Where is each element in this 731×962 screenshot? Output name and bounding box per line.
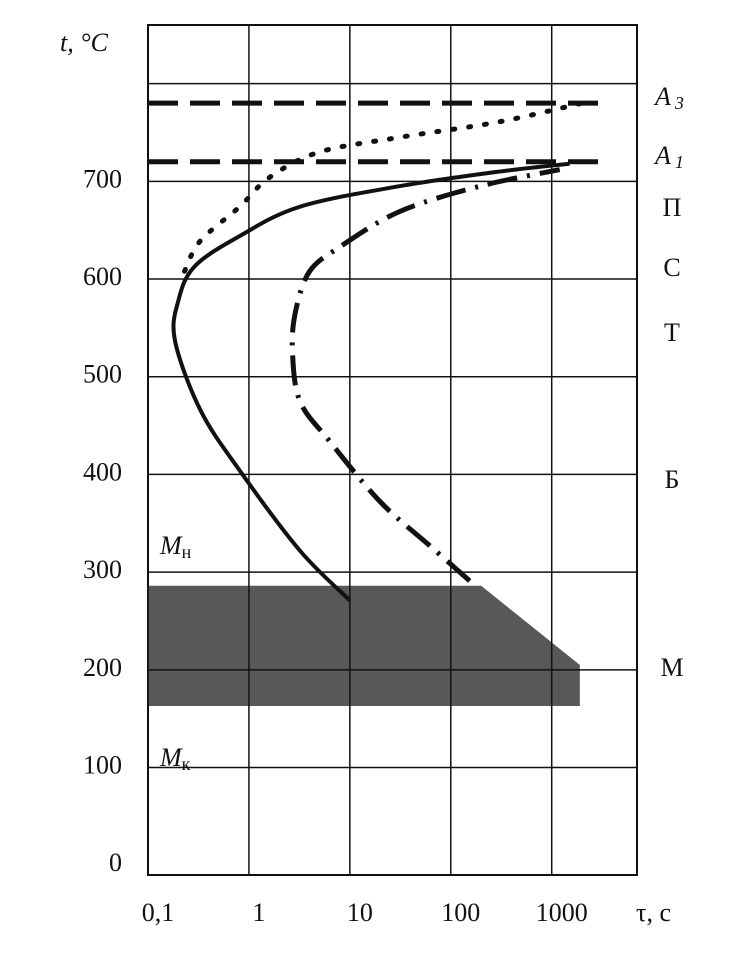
martensite-label: Mн (159, 531, 192, 562)
martensite-label-text: M (159, 743, 183, 772)
x-tick-label: 1 (252, 898, 265, 927)
phase-label: Т (664, 318, 680, 347)
x-tick-label: 10 (347, 898, 373, 927)
martensite-label-sub: к (182, 754, 191, 774)
line-label-text: A (653, 141, 671, 170)
phase-label: П (663, 193, 682, 222)
phase-label: Б (665, 465, 680, 494)
transformation-curve (289, 167, 561, 583)
y-tick-label: 600 (83, 262, 122, 291)
martensite-region (148, 585, 580, 706)
y-tick-label: 0 (109, 848, 122, 877)
y-axis-label: t, °C (60, 28, 109, 57)
line-label-text: A (653, 82, 671, 111)
x-axis-label: τ, с (636, 898, 671, 927)
line-label-sub: 3 (674, 93, 684, 113)
martensite-label: Mк (159, 743, 191, 774)
phase-label: С (663, 253, 680, 282)
phase-label: M (660, 653, 683, 682)
martensite-label-text: M (159, 531, 183, 560)
x-tick-label: 1000 (536, 898, 588, 927)
y-tick-label: 400 (83, 457, 122, 486)
y-tick-label: 300 (83, 555, 122, 584)
transformation-curve (182, 98, 593, 274)
y-tick-label: 500 (83, 360, 122, 389)
y-tick-label: 700 (83, 164, 122, 193)
x-tick-label: 0,1 (142, 898, 175, 927)
plot-frame (147, 24, 638, 876)
y-tick-label: 100 (83, 750, 122, 779)
martensite-label-sub: н (182, 542, 192, 562)
line-label-sub: 1 (675, 152, 684, 172)
y-tick-label: 200 (83, 653, 122, 682)
x-tick-label: 100 (441, 898, 480, 927)
transformation-curve (171, 161, 570, 602)
